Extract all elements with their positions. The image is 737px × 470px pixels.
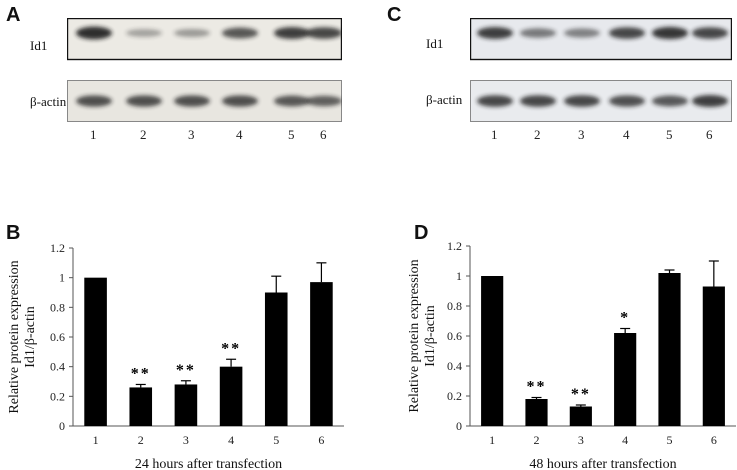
blot-band [126, 95, 162, 106]
y-tick-label: 0.6 [447, 329, 462, 343]
western-blot-c [470, 18, 732, 122]
blot-strip-0 [68, 19, 342, 60]
y-axis-subtitle: Id1/β-actin [423, 305, 438, 367]
bar [175, 384, 198, 426]
significance-marker: ** [131, 365, 151, 382]
panel-label-a: A [6, 4, 20, 27]
blot-band [477, 27, 513, 39]
blot-band [564, 95, 600, 107]
y-tick-label: 0.8 [50, 300, 65, 314]
blot-band [306, 96, 342, 107]
blot-band [564, 28, 600, 37]
y-tick-label: 1 [59, 271, 65, 285]
lane-label: 4 [236, 127, 243, 143]
blot-band [692, 95, 728, 107]
y-tick-label: 0.8 [447, 299, 462, 313]
lane-label: 6 [320, 127, 327, 143]
y-tick-label: 1.2 [50, 241, 65, 255]
significance-marker: ** [527, 379, 547, 396]
lane-label: 3 [578, 127, 585, 143]
blot-band [76, 27, 112, 40]
y-axis-title: Relative protein expression [407, 259, 422, 412]
x-tick-label: 3 [578, 433, 584, 447]
bar [570, 407, 592, 427]
bar [129, 387, 152, 426]
lane-label: 1 [491, 127, 498, 143]
blot-band [609, 95, 645, 106]
blot-band [477, 95, 513, 107]
bar [614, 333, 636, 426]
lane-label: 2 [534, 127, 541, 143]
blot-band [692, 27, 728, 39]
y-axis-title: Relative protein expression [7, 260, 22, 413]
x-tick-label: 1 [489, 433, 495, 447]
bar-chart-d: 0 0.2 0.4 0.6 0.8 1 1.2 1 ** 2 ** 3 * 4 5 6 48 hours aft… [400, 236, 737, 470]
x-axis-title: 24 hours after transfection [135, 457, 282, 470]
blot-band [520, 28, 556, 38]
lane-label: 5 [666, 127, 673, 143]
lane-label: 3 [188, 127, 195, 143]
x-tick-label: 6 [711, 433, 717, 447]
y-tick-label: 0.2 [50, 389, 65, 403]
bar [310, 282, 333, 426]
bar [703, 287, 725, 427]
bar-chart-b: 0 0.2 0.4 0.6 0.8 1 1.2 1 ** 2 ** 3 ** 4 5 6 24 hours af… [0, 236, 370, 470]
panel-label-c: C [387, 4, 401, 27]
y-tick-label: 0.2 [447, 389, 462, 403]
lane-label: 4 [623, 127, 630, 143]
significance-marker: ** [176, 362, 196, 379]
y-tick-label: 1 [456, 269, 462, 283]
bar [481, 276, 503, 426]
blot-row-label-c-id1: Id1 [426, 36, 443, 52]
x-tick-label: 2 [534, 433, 540, 447]
bar [220, 367, 243, 426]
blot-band [274, 27, 310, 39]
blot-band [174, 95, 210, 106]
blot-row-label-a-id1: Id1 [30, 38, 47, 54]
lane-label: 6 [706, 127, 713, 143]
blot-strip-0 [471, 19, 732, 60]
blot-band [126, 29, 162, 37]
lane-label: 5 [288, 127, 295, 143]
y-tick-label: 0.6 [50, 330, 65, 344]
blot-band [174, 29, 210, 37]
x-tick-label: 4 [622, 433, 628, 447]
bar [525, 399, 547, 426]
lane-label: 1 [90, 127, 97, 143]
x-tick-label: 5 [273, 433, 279, 447]
blot-band [274, 96, 310, 107]
blot-band [222, 28, 258, 39]
blot-band [609, 27, 645, 39]
significance-marker: ** [221, 340, 241, 357]
blot-band [306, 27, 342, 39]
y-tick-label: 0.4 [50, 360, 65, 374]
x-tick-label: 3 [183, 433, 189, 447]
bar [84, 278, 107, 426]
x-tick-label: 4 [228, 433, 234, 447]
blot-band [652, 27, 688, 39]
blot-row-label-c-actin: β-actin [426, 92, 462, 108]
y-tick-label: 0 [456, 419, 462, 433]
bar [265, 293, 288, 427]
y-tick-label: 1.2 [447, 239, 462, 253]
lane-label: 2 [140, 127, 147, 143]
blot-band [520, 95, 556, 107]
y-tick-label: 0 [59, 419, 65, 433]
x-tick-label: 6 [318, 433, 324, 447]
x-axis-title: 48 hours after transfection [529, 457, 676, 470]
x-tick-label: 5 [667, 433, 673, 447]
significance-marker: * [620, 310, 630, 327]
x-tick-label: 1 [93, 433, 99, 447]
western-blot-a [67, 18, 342, 123]
x-tick-label: 2 [138, 433, 144, 447]
bar [658, 273, 680, 426]
blot-band [222, 95, 258, 106]
blot-band [76, 95, 112, 106]
blot-band [652, 96, 688, 107]
y-tick-label: 0.4 [447, 359, 462, 373]
blot-row-label-a-actin: β-actin [30, 94, 66, 110]
y-axis-subtitle: Id1/β-actin [23, 306, 38, 368]
significance-marker: ** [571, 386, 591, 403]
